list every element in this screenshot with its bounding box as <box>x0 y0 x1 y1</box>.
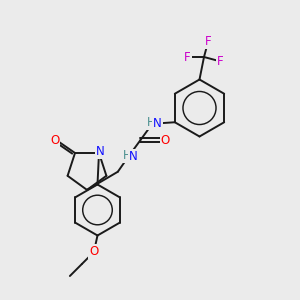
Text: N: N <box>153 117 162 130</box>
Text: H: H <box>122 149 131 162</box>
Text: F: F <box>217 55 223 68</box>
Text: H: H <box>146 116 155 129</box>
Text: N: N <box>95 145 104 158</box>
Text: N: N <box>129 150 138 163</box>
Text: F: F <box>205 34 211 48</box>
Text: F: F <box>184 50 191 64</box>
Text: O: O <box>50 134 59 147</box>
Text: O: O <box>89 244 98 258</box>
Text: O: O <box>160 134 170 147</box>
